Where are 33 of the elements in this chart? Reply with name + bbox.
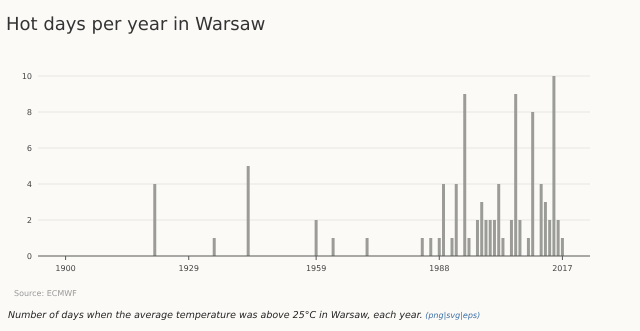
bar xyxy=(454,184,458,256)
x-tick-label: 1988 xyxy=(429,264,450,273)
bar xyxy=(488,220,492,256)
bar xyxy=(442,184,446,256)
x-tick-label: 1959 xyxy=(306,264,326,273)
x-tick-label: 1900 xyxy=(55,264,76,273)
bar xyxy=(552,76,556,256)
bar xyxy=(514,94,518,256)
text: Number of days when the average temperature was above 25°C in Warsaw, each year. xyxy=(8,310,423,321)
bar xyxy=(246,166,250,256)
bar xyxy=(497,184,500,256)
bar xyxy=(463,94,466,256)
y-tick-label: 0 xyxy=(26,252,32,261)
bar xyxy=(332,238,335,256)
y-tick-label: 10 xyxy=(22,72,32,81)
bar xyxy=(429,238,432,256)
source-note: Source: ECMWF xyxy=(14,289,78,298)
y-tick-label: 6 xyxy=(26,144,32,153)
y-tick-label: 8 xyxy=(26,108,32,117)
chart-title: Hot days per year in Warsaw xyxy=(6,14,266,35)
text: (png|svg|eps) xyxy=(422,311,480,320)
bar xyxy=(366,238,369,256)
x-tick-label: 1929 xyxy=(178,264,199,273)
bar xyxy=(314,220,318,256)
bar xyxy=(480,202,484,256)
bar xyxy=(153,184,156,256)
y-tick-label: 4 xyxy=(26,180,32,189)
bar xyxy=(212,238,216,256)
bar xyxy=(420,238,424,256)
x-tick-label: 2017 xyxy=(552,264,573,273)
bar xyxy=(531,112,534,256)
bar xyxy=(540,184,543,256)
y-tick-label: 2 xyxy=(26,216,32,225)
